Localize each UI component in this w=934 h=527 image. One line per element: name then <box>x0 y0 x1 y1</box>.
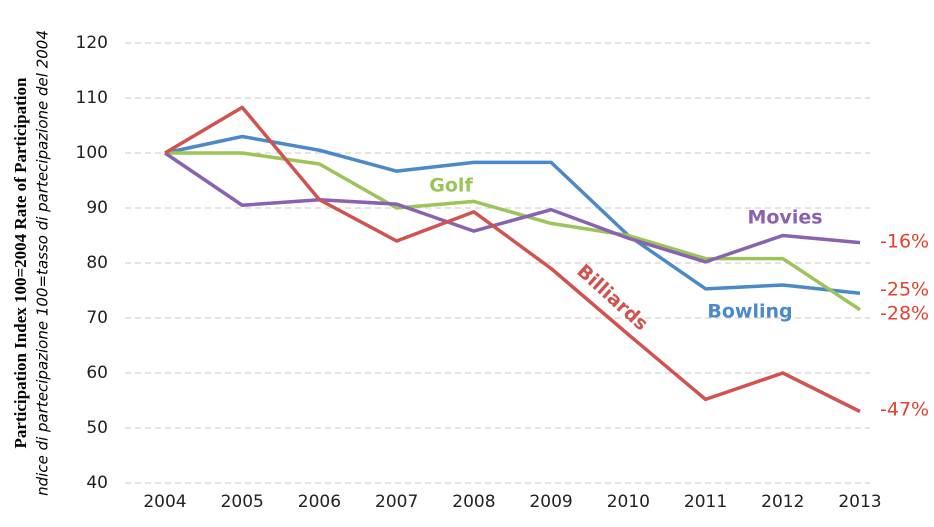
y-axis-subtitle: ndice di partecipazione 100=tasso di par… <box>34 30 52 496</box>
y-tick-label: 70 <box>86 308 108 328</box>
change-label: -16% <box>880 231 929 253</box>
y-tick-label: 110 <box>76 88 108 108</box>
x-tick-label: 2008 <box>452 492 495 512</box>
y-tick-label: 120 <box>76 33 108 53</box>
change-label: -25% <box>880 279 929 301</box>
y-tick-label: 40 <box>86 473 108 493</box>
x-tick-label: 2013 <box>838 492 881 512</box>
series-line <box>165 151 861 312</box>
series-label: Movies <box>747 207 822 229</box>
y-tick-label: 60 <box>86 363 108 383</box>
series-label: Golf <box>429 175 473 197</box>
x-tick-label: 2011 <box>684 492 727 512</box>
y-axis-titles: Participation Index 100=2004 Rate of Par… <box>11 30 52 496</box>
y-tick-label: 90 <box>86 198 108 218</box>
series-label: Bowling <box>707 301 792 323</box>
x-tick-label: 2007 <box>375 492 418 512</box>
x-tick-label: 2004 <box>143 492 186 512</box>
change-label: -47% <box>880 399 929 421</box>
series-line <box>164 134 861 295</box>
x-tick-label: 2006 <box>298 492 341 512</box>
y-tick-label: 80 <box>86 253 108 273</box>
x-tick-label: 2005 <box>221 492 264 512</box>
x-tick-label: 2010 <box>607 492 650 512</box>
x-tick-label: 2009 <box>529 492 572 512</box>
series-line <box>164 151 861 264</box>
y-tick-label: 100 <box>76 143 108 163</box>
change-label: -28% <box>880 303 929 325</box>
y-axis-title: Participation Index 100=2004 Rate of Par… <box>11 77 30 448</box>
y-tick-label: 50 <box>86 418 108 438</box>
x-tick-label: 2012 <box>761 492 804 512</box>
series-line <box>164 105 861 414</box>
